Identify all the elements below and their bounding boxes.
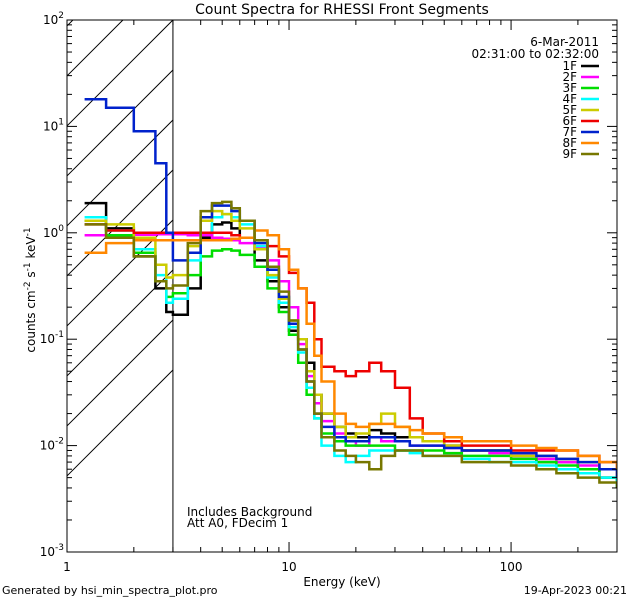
legend-label-2F: 2F — [562, 70, 577, 84]
legend-label-3F: 3F — [562, 81, 577, 95]
x-tick-label: 1 — [63, 560, 71, 574]
legend-label-9F: 9F — [562, 147, 577, 161]
axis-ticks — [66, 19, 618, 553]
x-axis-label: Energy (keV) — [303, 575, 380, 589]
legend-label-5F: 5F — [562, 103, 577, 117]
hatch-line — [67, 169, 174, 277]
legend-label-7F: 7F — [562, 125, 577, 139]
date-label: 6-Mar-2011 — [530, 35, 599, 49]
y-tick-label: 102 — [43, 11, 64, 27]
legend-label-6F: 6F — [562, 114, 577, 128]
hatch-line — [67, 319, 174, 427]
x-tick-label: 10 — [281, 560, 296, 574]
y-tick-label: 10-3 — [40, 543, 64, 559]
hatch-line — [67, 20, 174, 127]
y-tick-label: 101 — [43, 117, 64, 133]
y-tick-label: 10-1 — [40, 330, 64, 346]
legend-label-8F: 8F — [562, 136, 577, 150]
series-9F — [84, 200, 617, 488]
y-tick-labels: 10-3 10-2 10-1 100 101 102 — [40, 11, 65, 559]
time-range-label: 02:31:00 to 02:32:00 — [472, 47, 599, 61]
hatch-line — [67, 369, 174, 477]
annotation-background: Includes Background — [187, 505, 312, 519]
x-tick-labels: 1 10 100 — [63, 560, 522, 574]
legend-label-4F: 4F — [562, 92, 577, 106]
y-tick-label: 10-2 — [40, 437, 64, 453]
x-tick-label: 100 — [500, 560, 523, 574]
chart-title: Count Spectra for RHESSI Front Segments — [195, 2, 489, 18]
y-axis-label: counts cm-2 s-1 keV-1 — [23, 227, 38, 352]
hatch-line — [67, 69, 174, 177]
footer-generated-by: Generated by hsi_min_spectra_plot.pro — [2, 584, 218, 597]
series-8F — [84, 229, 617, 470]
plot-frame — [66, 19, 618, 553]
series-layer — [84, 97, 617, 488]
annotation-attenuator: Att A0, FDecim 1 — [187, 516, 288, 530]
footer-timestamp: 19-Apr-2023 00:21 — [524, 584, 627, 597]
y-tick-label: 100 — [43, 224, 64, 240]
legend-label-1F: 1F — [562, 59, 577, 73]
hatch-line — [67, 20, 124, 77]
